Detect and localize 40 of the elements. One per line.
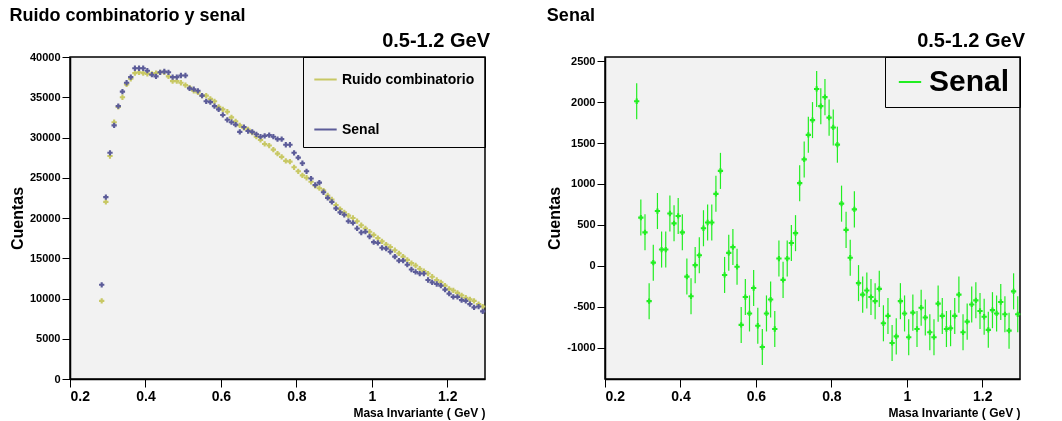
y-tick-label: 40000 [29, 50, 61, 63]
y-tick-label: 0 [589, 259, 596, 272]
x-tick-label: 0.6 [211, 387, 232, 404]
y-tick-label: -1000 [567, 341, 596, 354]
chart-title: Ruido combinatorio y senal [9, 5, 246, 25]
y-tick-label: 5000 [36, 332, 61, 345]
y-tick-label: 0 [54, 372, 61, 385]
x-axis-title: Masa Invariante ( GeV ) [888, 405, 1021, 420]
x-tick-label: 0.2 [70, 387, 91, 404]
x-tick-label: 1 [368, 387, 377, 404]
y-tick-label: 35000 [29, 90, 61, 103]
chart-title: Senal [546, 5, 595, 25]
y-tick-label: 1500 [571, 136, 596, 149]
legend-label: Ruido combinatorio [342, 70, 475, 87]
text: 0.5-1.2 GeV [382, 29, 491, 51]
legend-label: Senal [342, 120, 380, 137]
x-tick-label: 0.8 [287, 387, 307, 404]
x-tick-label: 1.2 [438, 387, 458, 404]
x-tick-label: 1 [903, 387, 912, 404]
y-tick-label: 30000 [29, 131, 61, 143]
y-tick-label: 25000 [29, 171, 61, 184]
y-tick-label: 2000 [571, 95, 596, 108]
x-tick-label: 0.4 [671, 387, 691, 404]
y-tick-label: 20000 [29, 211, 61, 224]
legend-label: Senal [929, 64, 1010, 97]
text: 0.5-1.2 GeV [917, 29, 1026, 51]
y-tick-label: 500 [577, 218, 596, 231]
y-tick-label: 2500 [571, 54, 596, 67]
y-axis-title: Cuentas [8, 186, 26, 251]
y-tick-label: -500 [573, 300, 596, 313]
x-tick-label: 0.6 [746, 387, 767, 404]
y-tick-label: 1000 [571, 177, 596, 190]
x-tick-label: 0.4 [136, 387, 156, 404]
y-axis-title: Cuentas [546, 186, 564, 251]
x-tick-label: 1.2 [973, 387, 993, 404]
y-tick-label: 10000 [29, 292, 61, 304]
x-tick-label: 0.8 [822, 387, 842, 404]
x-tick-label: 0.2 [605, 387, 626, 404]
x-axis-title: Masa Invariante ( GeV ) [353, 405, 486, 420]
y-tick-label: 15000 [29, 251, 61, 264]
